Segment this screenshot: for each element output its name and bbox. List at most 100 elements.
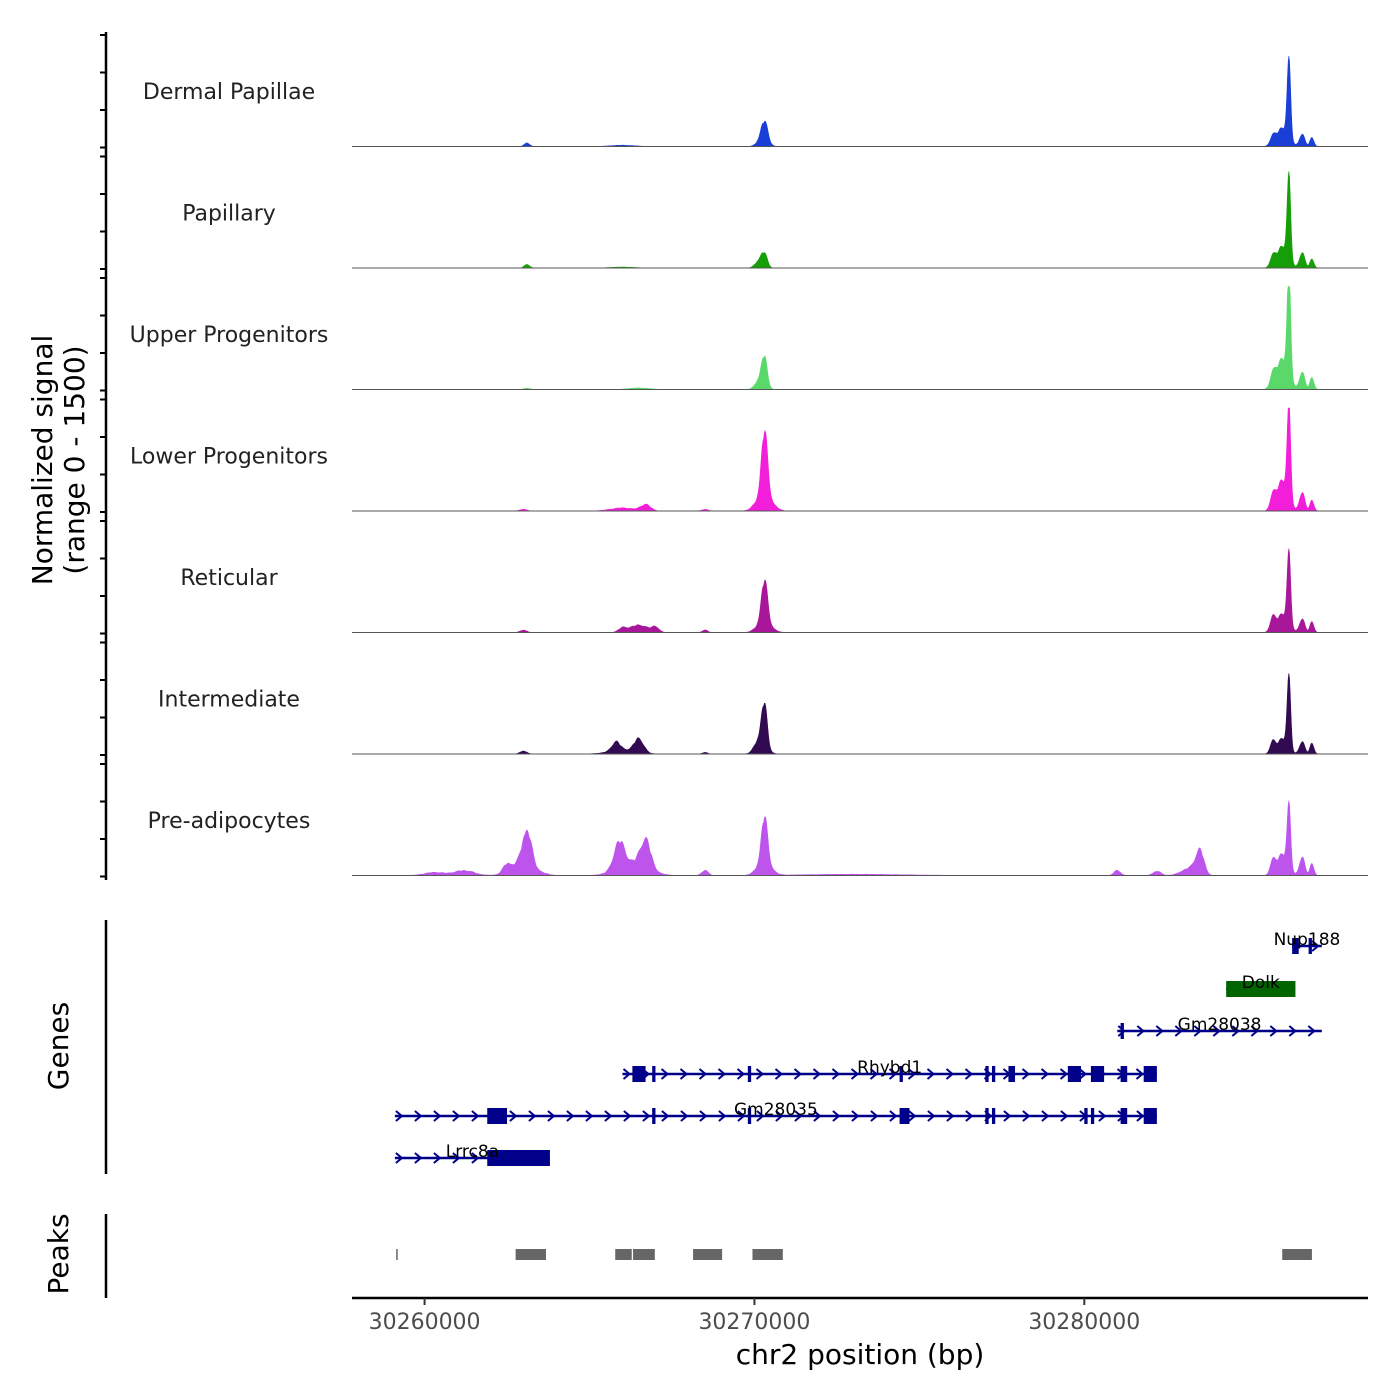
exon bbox=[1084, 1108, 1088, 1124]
strand-arrow bbox=[794, 1110, 803, 1122]
coverage-area bbox=[391, 800, 1326, 876]
exon bbox=[652, 1108, 656, 1124]
gene-label: Dolk bbox=[1242, 973, 1280, 993]
strand-arrow bbox=[1311, 940, 1320, 952]
coverage-area bbox=[391, 171, 1326, 269]
x-tick-label: 30260000 bbox=[369, 1310, 481, 1335]
peaks-axis-title: Peaks bbox=[42, 1213, 75, 1294]
exon bbox=[487, 1108, 508, 1124]
exon bbox=[1143, 1066, 1157, 1082]
strand-arrow bbox=[755, 1068, 765, 1080]
strand-arrow bbox=[1212, 1025, 1221, 1037]
strand-arrow bbox=[1117, 1025, 1126, 1037]
strand-arrow bbox=[737, 1110, 746, 1122]
y-axis-title-line1: Normalized signal bbox=[26, 335, 59, 586]
strand-arrow bbox=[774, 1068, 784, 1080]
strand-arrow bbox=[756, 1110, 765, 1122]
strand-arrow bbox=[414, 1152, 423, 1164]
exon bbox=[632, 1066, 646, 1082]
strand-arrow bbox=[946, 1110, 955, 1122]
gene-label: Rhybd1 bbox=[857, 1058, 922, 1078]
strand-arrow bbox=[566, 1110, 575, 1122]
strand-arrow bbox=[395, 1152, 404, 1164]
track-papillary: Papillary bbox=[182, 171, 1368, 269]
gene-annotations: Nup188 Dolk Gm28038 Rhybd1 Gm28035 Lrrc8a bbox=[394, 930, 1340, 1166]
strand-arrow bbox=[851, 1110, 860, 1122]
strand-arrow bbox=[585, 1110, 594, 1122]
strand-arrow bbox=[471, 1152, 480, 1164]
peak-region bbox=[693, 1249, 723, 1260]
strand-arrow bbox=[926, 1068, 936, 1080]
strand-arrow bbox=[1003, 1110, 1012, 1122]
track-intermediate: Intermediate bbox=[158, 673, 1368, 755]
x-tick-label: 30270000 bbox=[698, 1310, 810, 1335]
exon bbox=[1308, 938, 1312, 954]
strand-arrow bbox=[622, 1068, 632, 1080]
exon bbox=[1143, 1108, 1157, 1124]
gene-gm28038: Gm28038 bbox=[1117, 1015, 1322, 1039]
exon bbox=[1090, 1108, 1095, 1124]
exon bbox=[991, 1066, 996, 1082]
peak-region bbox=[515, 1249, 546, 1260]
coverage-area bbox=[391, 673, 1326, 755]
strand-arrow bbox=[907, 1068, 917, 1080]
track-lower-progenitors: Lower Progenitors bbox=[130, 407, 1368, 512]
exon bbox=[747, 1066, 752, 1082]
track-reticular: Reticular bbox=[180, 548, 1368, 633]
strand-arrow bbox=[528, 1110, 537, 1122]
exon bbox=[1120, 1108, 1128, 1124]
strand-arrow bbox=[736, 1068, 746, 1080]
axes: 30260000 30270000 30280000 bbox=[100, 32, 1368, 1335]
strand-arrow bbox=[414, 1110, 423, 1122]
strand-arrow bbox=[471, 1110, 480, 1122]
peak-regions bbox=[396, 1249, 1312, 1260]
coverage-tracks: Dermal Papillae Papillary Upper Progenitor… bbox=[130, 55, 1368, 876]
strand-arrow bbox=[433, 1110, 442, 1122]
gene-label: Lrrc8a bbox=[446, 1142, 499, 1162]
genes-axis-title: Genes bbox=[42, 1002, 75, 1090]
strand-arrow bbox=[850, 1068, 860, 1080]
strand-arrow bbox=[509, 1110, 518, 1122]
strand-arrow bbox=[547, 1110, 556, 1122]
exon bbox=[1008, 1066, 1016, 1082]
strand-arrow bbox=[964, 1068, 974, 1080]
exon bbox=[1120, 1023, 1124, 1039]
strand-arrow bbox=[1193, 1025, 1202, 1037]
strand-arrow bbox=[1288, 1025, 1297, 1037]
coverage-area bbox=[391, 548, 1326, 633]
exon bbox=[985, 1066, 989, 1082]
track-label: Lower Progenitors bbox=[130, 445, 328, 470]
strand-arrow bbox=[1136, 1025, 1145, 1037]
strand-arrow bbox=[433, 1152, 442, 1164]
gene-lrrc8a: Lrrc8a bbox=[394, 1142, 550, 1166]
x-tick-label: 30280000 bbox=[1028, 1310, 1140, 1335]
strand-arrow bbox=[1022, 1110, 1031, 1122]
strand-arrow bbox=[889, 1110, 898, 1122]
strand-arrow bbox=[888, 1068, 898, 1080]
coverage-area bbox=[391, 55, 1326, 147]
peak-region bbox=[752, 1249, 783, 1260]
strand-arrow bbox=[604, 1110, 613, 1122]
track-label: Pre-adipocytes bbox=[148, 809, 311, 834]
strand-arrow bbox=[1136, 1110, 1145, 1122]
strand-arrow bbox=[660, 1068, 670, 1080]
strand-arrow bbox=[717, 1068, 727, 1080]
strand-arrow bbox=[642, 1110, 651, 1122]
gene-gm28035: Gm28035 bbox=[394, 1100, 1157, 1124]
exon bbox=[899, 1108, 910, 1124]
strand-arrow bbox=[698, 1068, 708, 1080]
exon bbox=[1120, 1066, 1128, 1082]
strand-arrow bbox=[1060, 1110, 1069, 1122]
track-label: Reticular bbox=[180, 566, 278, 591]
strand-arrow bbox=[1040, 1068, 1050, 1080]
track-dermal-papillae: Dermal Papillae bbox=[143, 55, 1368, 147]
strand-arrow bbox=[870, 1110, 879, 1122]
strand-arrow bbox=[1231, 1025, 1240, 1037]
strand-arrow bbox=[1174, 1025, 1183, 1037]
strand-arrow bbox=[452, 1152, 461, 1164]
strand-arrow bbox=[718, 1110, 727, 1122]
strand-arrow bbox=[793, 1068, 803, 1080]
peak-region bbox=[1282, 1249, 1312, 1260]
exon bbox=[985, 1108, 989, 1124]
gene-label: Gm28035 bbox=[734, 1100, 818, 1120]
